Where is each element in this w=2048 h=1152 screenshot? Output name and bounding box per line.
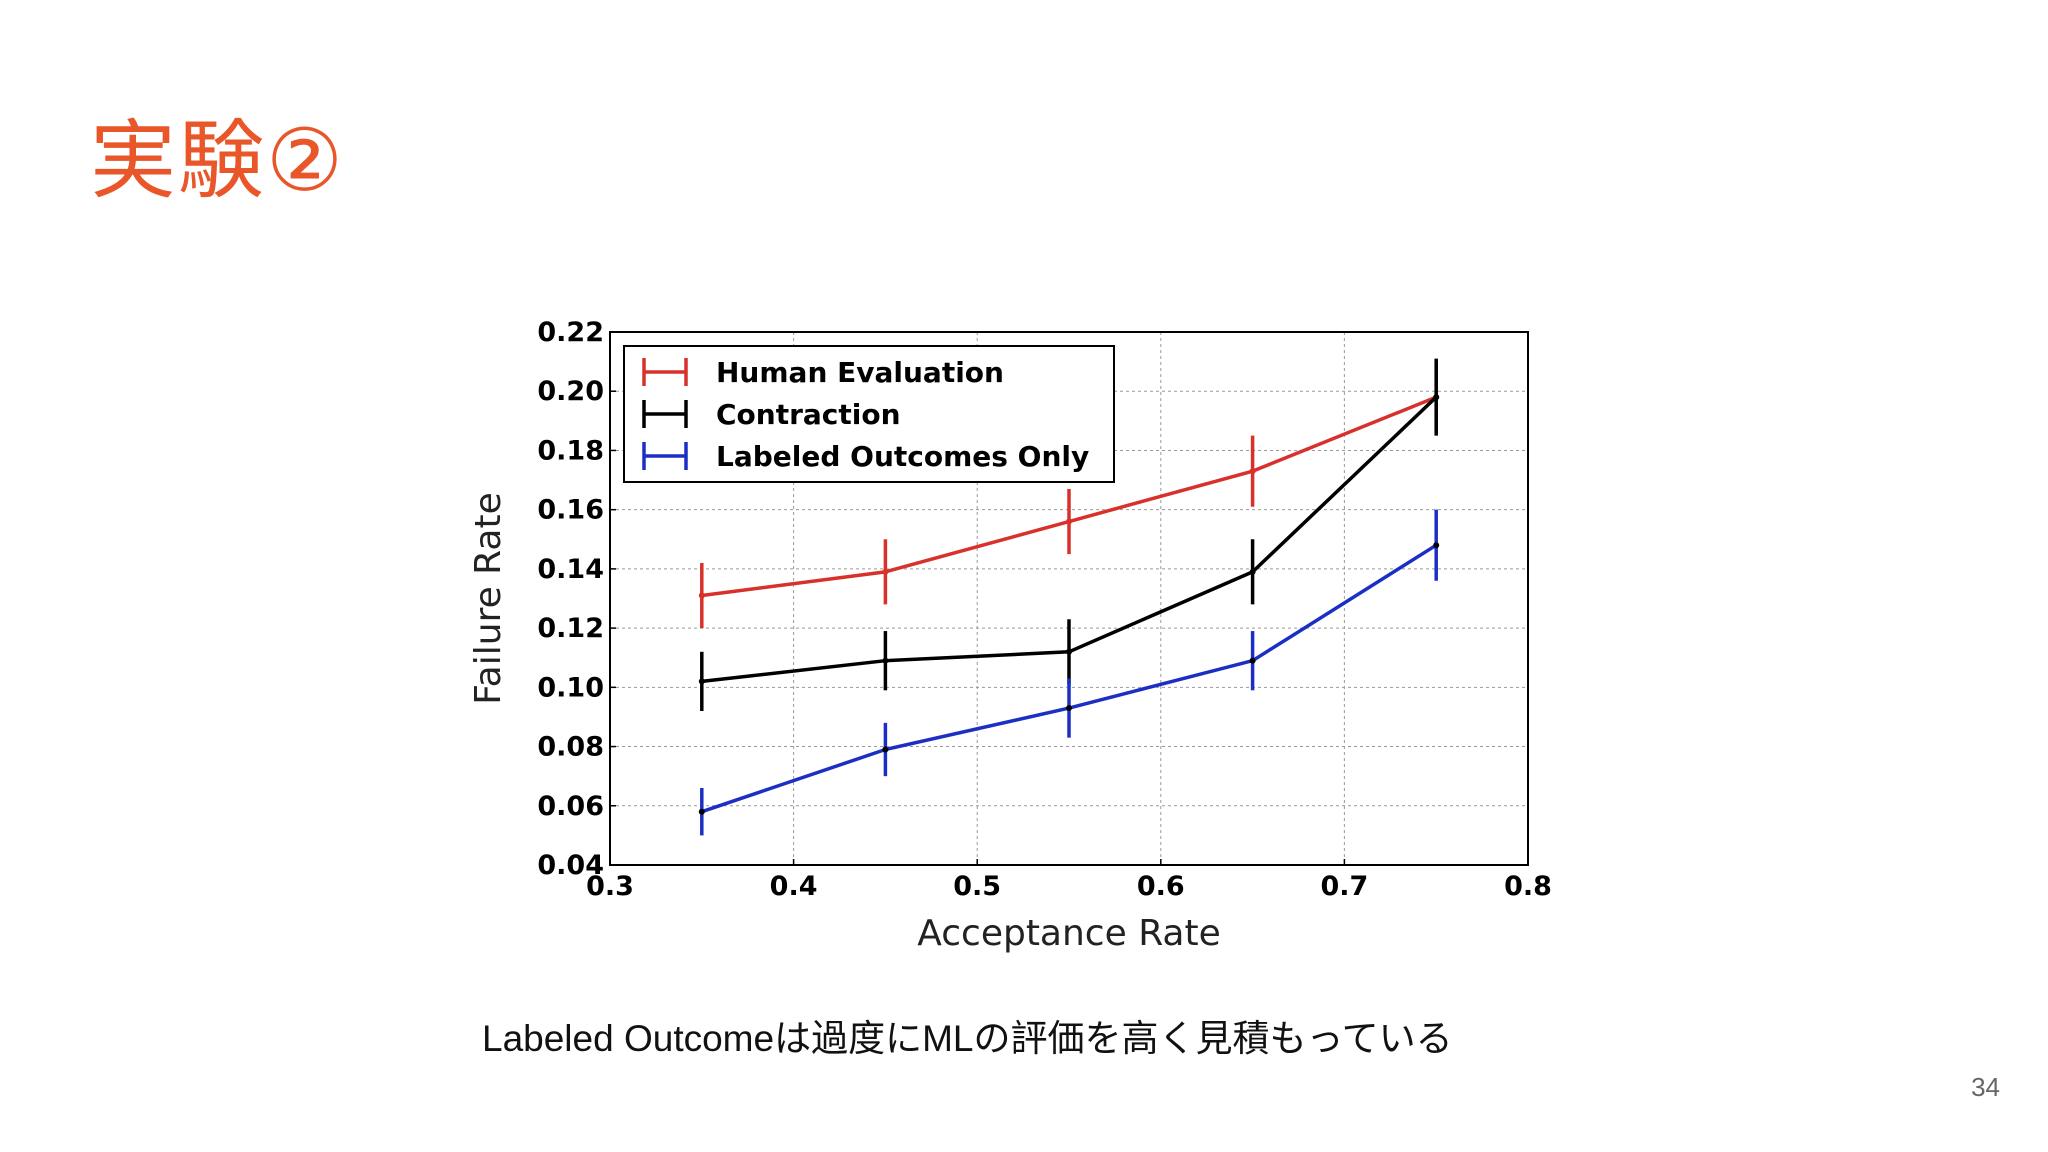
y-tick-label: 0.14 xyxy=(537,554,604,585)
y-tick-label: 0.12 xyxy=(537,613,604,644)
legend-label: Human Evaluation xyxy=(716,356,1004,389)
page-number: 34 xyxy=(1971,1072,2000,1102)
x-tick-label: 0.6 xyxy=(1137,871,1185,902)
data-point xyxy=(698,808,705,815)
failure-rate-chart: 0.3 0.4 0.5 0.6 0.7 0.8 0.04 0.06 0.08 0.10 0.12 0.… xyxy=(468,317,1552,954)
x-tick-label: 0.4 xyxy=(770,871,818,902)
plot-frame xyxy=(609,331,1529,866)
y-tick-label: 0.22 xyxy=(537,317,604,348)
y-tick-label: 0.18 xyxy=(537,435,604,466)
x-tick-label: 0.8 xyxy=(1504,871,1552,902)
slide-caption: Labeled Outcomeは過度にMLの評価を高く見積もっている xyxy=(482,1018,1453,1059)
y-tick-label: 0.06 xyxy=(537,791,604,822)
chart-container: 0.3 0.4 0.5 0.6 0.7 0.8 0.04 0.06 0.08 0.10 0.12 0.… xyxy=(440,300,1580,980)
data-point xyxy=(1433,542,1440,549)
x-tick-label: 0.3 xyxy=(586,871,634,902)
data-point xyxy=(1249,657,1256,664)
data-point xyxy=(1249,468,1256,475)
data-point xyxy=(1066,518,1072,525)
data-point xyxy=(1066,705,1072,712)
data-point xyxy=(698,592,705,599)
data-point xyxy=(698,678,705,685)
x-tick-label: 0.7 xyxy=(1320,871,1368,902)
legend-label: Contraction xyxy=(716,398,901,431)
data-point xyxy=(1433,394,1440,401)
data-point xyxy=(882,657,889,664)
y-axis-label: Failure Rate xyxy=(468,492,509,704)
data-point xyxy=(1066,648,1072,655)
y-tick-label: 0.16 xyxy=(537,495,604,526)
data-point xyxy=(882,568,889,575)
slide-title: 実験② xyxy=(90,111,346,211)
legend-label: Labeled Outcomes Only xyxy=(716,440,1089,473)
data-point xyxy=(1249,568,1256,575)
y-tick-label: 0.10 xyxy=(537,672,604,703)
y-tick-label: 0.04 xyxy=(537,850,604,881)
y-tick-label: 0.20 xyxy=(537,376,604,407)
y-tick-label: 0.08 xyxy=(537,732,604,763)
legend-box xyxy=(623,345,1115,483)
x-axis-label: Acceptance Rate xyxy=(917,913,1221,954)
data-point xyxy=(882,746,889,753)
x-tick-label: 0.5 xyxy=(953,871,1001,902)
